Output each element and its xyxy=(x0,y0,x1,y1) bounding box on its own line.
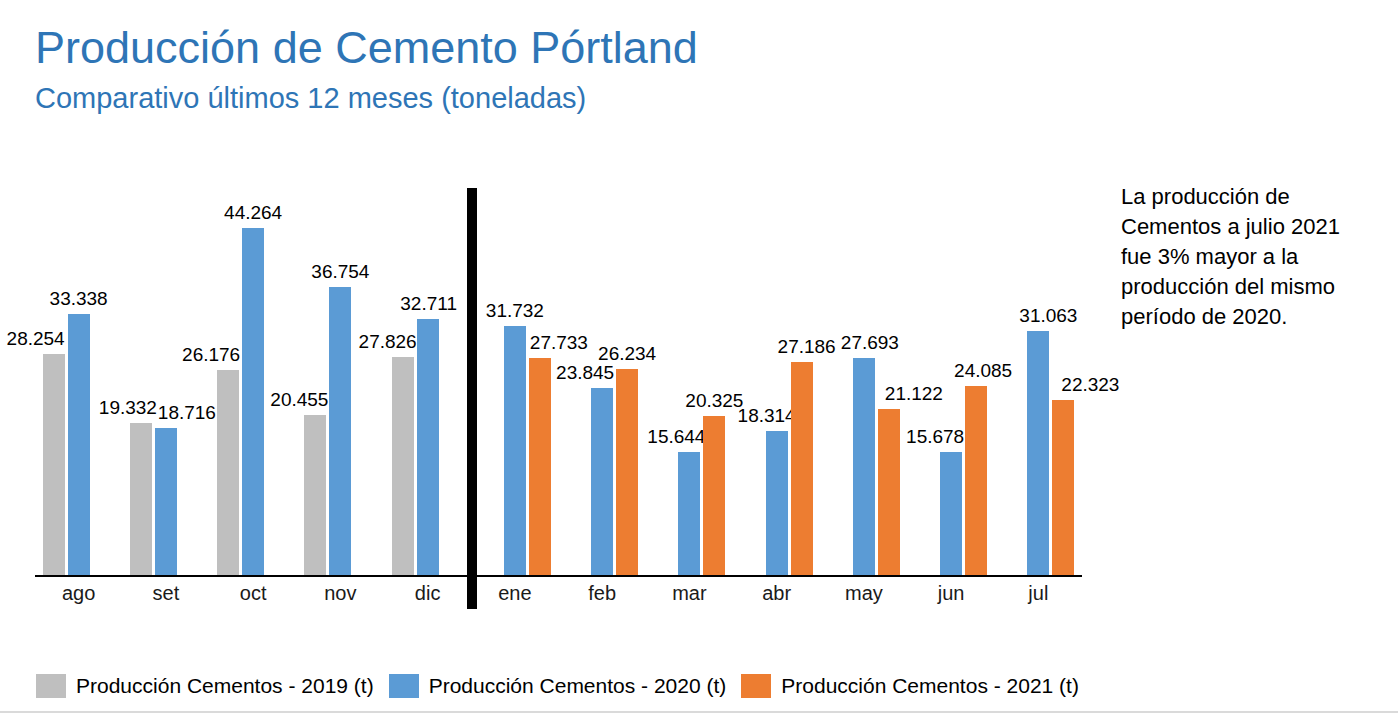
bar xyxy=(678,452,700,575)
bar xyxy=(68,314,90,575)
bar xyxy=(965,386,987,575)
legend-item: Producción Cementos - 2020 (t) xyxy=(389,674,727,698)
bar-value-label: 36.754 xyxy=(311,261,369,283)
bar xyxy=(242,228,264,575)
legend-label: Producción Cementos - 2019 (t) xyxy=(76,674,374,698)
bar xyxy=(940,452,962,575)
x-axis-label: feb xyxy=(559,582,646,605)
bar-value-label: 24.085 xyxy=(954,360,1012,382)
bar xyxy=(766,431,788,575)
bar-value-label: 26.176 xyxy=(182,344,240,366)
annotation-line: Cementos a julio 2021 xyxy=(1121,212,1391,242)
x-axis-label: nov xyxy=(297,582,384,605)
x-axis-label: mar xyxy=(646,582,733,605)
plot-area: 28.25433.33819.33218.71626.17644.26420.4… xyxy=(35,180,1082,577)
annotation-line: La producción de xyxy=(1121,182,1391,212)
legend-swatch xyxy=(741,674,771,698)
bar-value-label: 15.678 xyxy=(906,426,964,448)
legend-item: Producción Cementos - 2021 (t) xyxy=(741,674,1079,698)
bar xyxy=(217,370,239,575)
bar xyxy=(616,369,638,575)
bar-value-label: 19.332 xyxy=(99,397,157,419)
page-subtitle: Comparativo últimos 12 meses (toneladas) xyxy=(35,82,586,115)
x-axis-label: oct xyxy=(210,582,297,605)
bar-value-label: 33.338 xyxy=(50,288,108,310)
x-axis-label: abr xyxy=(733,582,820,605)
bar xyxy=(304,415,326,575)
bar-value-label: 23.845 xyxy=(556,362,614,384)
bar-value-label: 26.234 xyxy=(598,343,656,365)
bar-value-label: 21.122 xyxy=(885,383,943,405)
bar xyxy=(529,358,551,575)
bar-value-label: 18.716 xyxy=(158,402,216,424)
bar-value-label: 20.455 xyxy=(270,389,328,411)
legend-swatch xyxy=(36,674,66,698)
bar-value-label: 31.063 xyxy=(1019,305,1077,327)
legend-label: Producción Cementos - 2020 (t) xyxy=(429,674,727,698)
bar xyxy=(853,358,875,575)
x-axis-label: jul xyxy=(995,582,1082,605)
bar-value-label: 15.644 xyxy=(647,426,705,448)
annotation-line: fue 3% mayor a la xyxy=(1121,242,1391,272)
legend-label: Producción Cementos - 2021 (t) xyxy=(781,674,1079,698)
x-axis-labels: agosetoctnovdicenefebmarabrmayjunjul xyxy=(35,582,1082,610)
bar-value-label: 27.826 xyxy=(359,331,417,353)
annotation-line: período de 2020. xyxy=(1121,302,1391,332)
bar-value-label: 44.264 xyxy=(224,202,282,224)
bar xyxy=(1052,400,1074,575)
bar xyxy=(417,319,439,575)
bar-value-label: 27.186 xyxy=(778,336,836,358)
x-axis-label: may xyxy=(820,582,907,605)
year-divider-line xyxy=(467,188,477,609)
bar-value-label: 31.732 xyxy=(486,300,544,322)
bar-value-label: 18.314 xyxy=(738,405,796,427)
annotation-text: La producción de Cementos a julio 2021 f… xyxy=(1121,182,1391,332)
bar xyxy=(392,357,414,575)
bar-value-label: 22.323 xyxy=(1061,374,1119,396)
bar xyxy=(329,287,351,575)
bar xyxy=(155,428,177,575)
annotation-line: producción del mismo xyxy=(1121,272,1391,302)
x-axis-label: dic xyxy=(384,582,471,605)
x-axis-label: ene xyxy=(471,582,558,605)
bar xyxy=(130,423,152,575)
bar xyxy=(1027,331,1049,575)
x-axis-label: ago xyxy=(35,582,122,605)
bar-value-label: 32.711 xyxy=(400,293,457,315)
legend-item: Producción Cementos - 2019 (t) xyxy=(36,674,374,698)
legend-swatch xyxy=(389,674,419,698)
bar xyxy=(591,388,613,575)
x-axis-label: jun xyxy=(908,582,995,605)
bar xyxy=(703,416,725,575)
bar xyxy=(878,409,900,575)
bar-value-label: 20.325 xyxy=(685,390,743,412)
x-axis-label: set xyxy=(122,582,209,605)
slide: Producción de Cemento Pórtland Comparati… xyxy=(0,0,1398,718)
bar-value-label: 27.693 xyxy=(841,332,899,354)
bar-value-label: 27.733 xyxy=(530,332,588,354)
bar-value-label: 28.254 xyxy=(7,328,65,350)
page-title: Producción de Cemento Pórtland xyxy=(35,22,698,74)
bar xyxy=(791,362,813,575)
legend: Producción Cementos - 2019 (t) Producción… xyxy=(36,674,1094,698)
bar xyxy=(43,354,65,575)
slide-bottom-edge xyxy=(0,711,1398,713)
bar xyxy=(504,326,526,575)
